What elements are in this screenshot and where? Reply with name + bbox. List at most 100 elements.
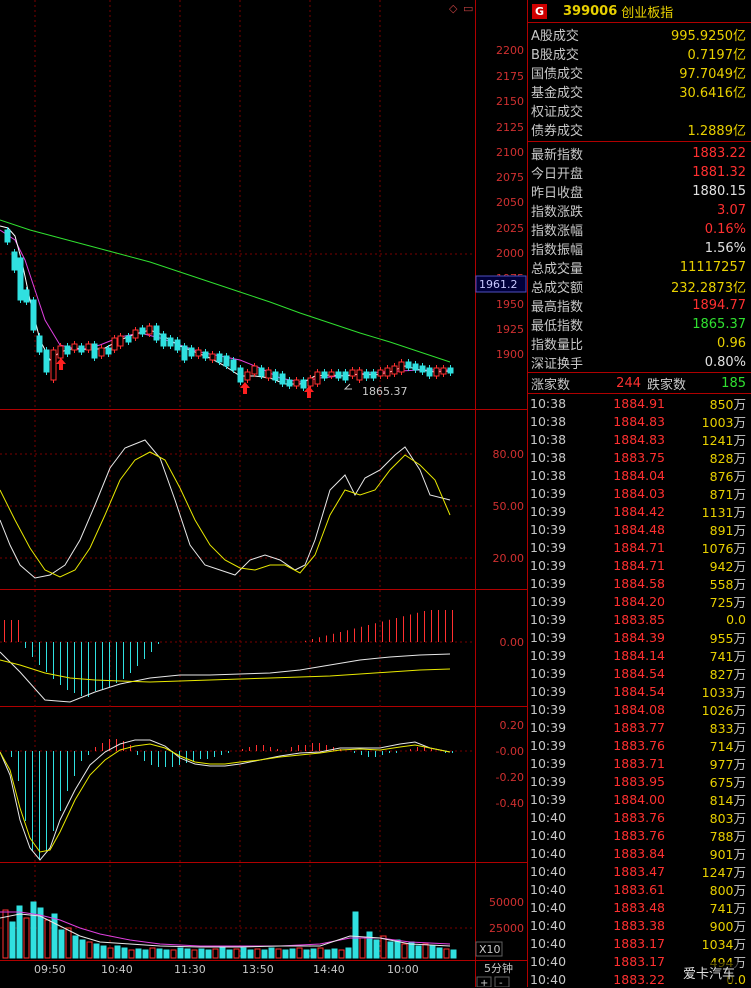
volume-bar — [114, 945, 121, 959]
volume-bar — [401, 943, 408, 959]
stat-label: 指数涨跌 — [531, 205, 584, 220]
period-selector[interactable]: 5分钟 — [484, 961, 513, 975]
volume-bar — [296, 947, 303, 959]
candle-body — [251, 365, 258, 375]
candle-body — [71, 343, 78, 351]
tick-volume-number: 891 — [709, 522, 734, 538]
tick-volume-number: 955 — [709, 630, 734, 646]
advancers-count: 244 — [616, 375, 641, 391]
osc-bar — [263, 745, 264, 751]
window-icon[interactable]: ▭ — [463, 2, 473, 15]
diamond-menu-icon[interactable]: ◇ — [449, 2, 458, 15]
tick-volume-unit: 万 — [733, 918, 746, 934]
kline-chart-area[interactable]: 2200 2175 2150 2125 2100 2075 2050 2025 … — [0, 0, 527, 987]
volume-bar — [51, 913, 58, 959]
volume-bar — [177, 947, 184, 959]
low-annotation-label: 1865.37 — [362, 385, 408, 398]
tick-volume: 827万 — [665, 664, 751, 683]
tick-volume-number: 850 — [709, 396, 734, 412]
stat-row: 最新指数 1883.22 — [528, 144, 751, 163]
zoom-in-button[interactable] — [476, 976, 492, 987]
zoom-out-button[interactable] — [494, 976, 510, 987]
stat-value: 0.96 — [717, 336, 746, 351]
candle-body — [153, 325, 160, 341]
volume-bar — [100, 945, 107, 959]
volume-bar — [93, 943, 100, 959]
tick-time: 10:40 — [530, 953, 567, 969]
volume-bar — [268, 947, 275, 959]
candle-body — [377, 369, 384, 377]
volume-bar — [226, 949, 233, 959]
candle-body — [237, 367, 244, 383]
volume-ma-white — [0, 913, 451, 948]
tick-volume-unit: 万 — [733, 900, 746, 916]
tick-volume: 725万 — [665, 592, 751, 611]
tick-volume: 850万 — [665, 394, 751, 413]
candle-body — [78, 345, 85, 353]
volume-bar — [373, 939, 380, 959]
macd-bar — [347, 630, 348, 642]
volume-bar — [415, 945, 422, 959]
tick-time: 10:40 — [530, 845, 567, 861]
g-badge-icon: G — [532, 3, 547, 19]
tick-price: 1884.08 — [613, 701, 665, 717]
price-tick-label: 2025 — [496, 222, 524, 235]
osc-bar — [67, 751, 68, 791]
tick-volume-number: 1034 — [701, 936, 734, 952]
osc-bar — [193, 751, 194, 761]
candle-body — [391, 365, 398, 375]
volume-bar — [436, 947, 443, 959]
macd-bar — [396, 618, 397, 642]
volume-bar — [275, 948, 282, 959]
volume-bars — [2, 901, 457, 959]
osc-bar — [137, 751, 138, 755]
tick-time: 10:39 — [530, 593, 567, 609]
candle-body — [23, 289, 30, 303]
tick-list[interactable]: 10:38 1884.91 850万 10:38 1884.83 1003万 10:38 18… — [528, 394, 751, 988]
tick-price: 1884.58 — [613, 575, 665, 591]
osc-line-yellow — [0, 743, 451, 853]
volume-bar — [163, 949, 170, 959]
macd-bar — [39, 642, 40, 665]
tick-volume-number: 803 — [709, 810, 734, 826]
osc-bar — [172, 751, 173, 767]
tick-time: 10:40 — [530, 935, 567, 951]
volume-bar — [30, 901, 37, 959]
stat-label: 指数振幅 — [531, 243, 584, 258]
tick-price: 1884.54 — [613, 683, 665, 699]
tick-price: 1883.76 — [613, 827, 665, 843]
volume-bar — [429, 945, 436, 959]
volume-bar — [317, 947, 324, 959]
tick-price: 1884.83 — [613, 413, 665, 429]
macd-bar — [403, 616, 404, 642]
current-price-tag-label: 1961.2 — [479, 278, 518, 291]
turnover-value-number: 97.7049 — [679, 67, 733, 82]
tick-volume-number: 942 — [709, 558, 734, 574]
volume-bar — [142, 949, 149, 959]
volume-bar — [198, 948, 205, 959]
candle-body — [342, 371, 349, 381]
tick-volume-unit: 万 — [733, 576, 746, 592]
osc-bar — [95, 747, 96, 751]
osc-bar — [375, 751, 376, 757]
turnover-value-unit: 亿 — [732, 124, 746, 139]
volume-bar — [170, 949, 177, 959]
tick-volume-unit: 万 — [733, 396, 746, 412]
candle-body — [43, 349, 50, 373]
zoom-out-label: - — [499, 978, 503, 987]
turnover-value-unit: 亿 — [732, 29, 746, 44]
price-tick-label: 1925 — [496, 323, 524, 336]
volume-bar — [135, 948, 142, 959]
turnover-row: 债券成交 1.2889亿 — [528, 120, 751, 139]
price-tick-label: 2125 — [496, 121, 524, 134]
stat-row: 最高指数 1894.77 — [528, 296, 751, 315]
time-axis-label: 09:50 — [34, 963, 66, 976]
tick-volume-number: 0.0 — [726, 611, 746, 627]
stat-value: 3.07 — [717, 203, 746, 218]
osc-bar — [25, 751, 26, 821]
kline-chart-svg[interactable]: 2200 2175 2150 2125 2100 2075 2050 2025 … — [0, 0, 527, 987]
tick-row: 10:40 1883.76 788万 — [528, 826, 751, 844]
price-tick-label: 2200 — [496, 44, 524, 57]
tick-volume-number: 814 — [709, 792, 734, 808]
tick-price: 1884.04 — [613, 467, 665, 483]
